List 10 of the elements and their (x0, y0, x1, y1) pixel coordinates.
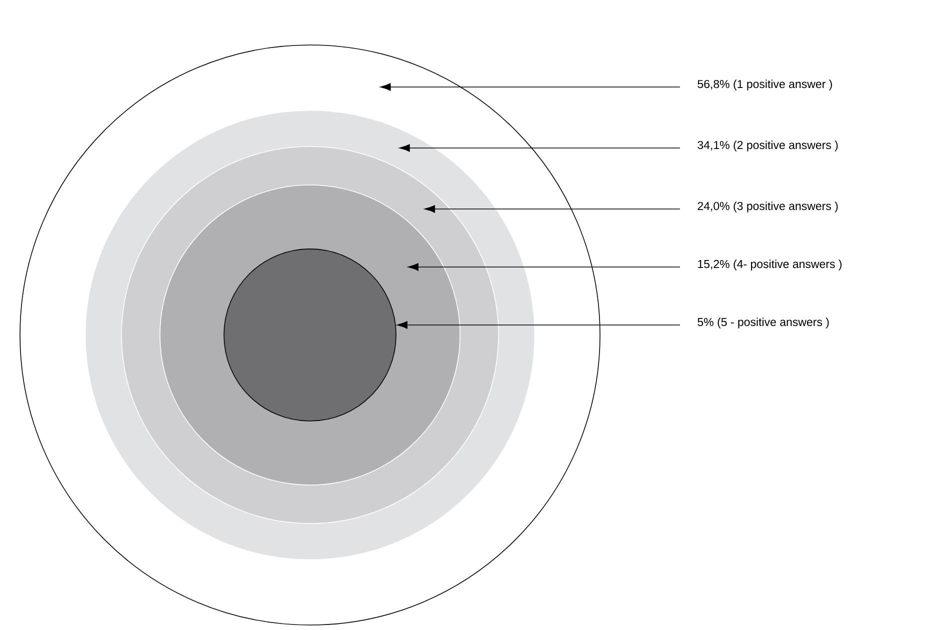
category-label: (1 positive answer ) (734, 80, 832, 90)
data-label: 15,2% (698, 260, 730, 270)
data-label: 24,0% (698, 202, 730, 212)
category-label: (4- positive answers ) (734, 260, 842, 270)
data-label: 56,8% (698, 80, 730, 90)
category-label: (2 positive answers ) (734, 140, 838, 152)
data-label: 34,1% (698, 140, 730, 150)
data-label: 5% (698, 318, 714, 326)
category-label: (5 - positive answers ) (718, 318, 829, 328)
category-label: (3 positive answers ) (734, 202, 838, 212)
